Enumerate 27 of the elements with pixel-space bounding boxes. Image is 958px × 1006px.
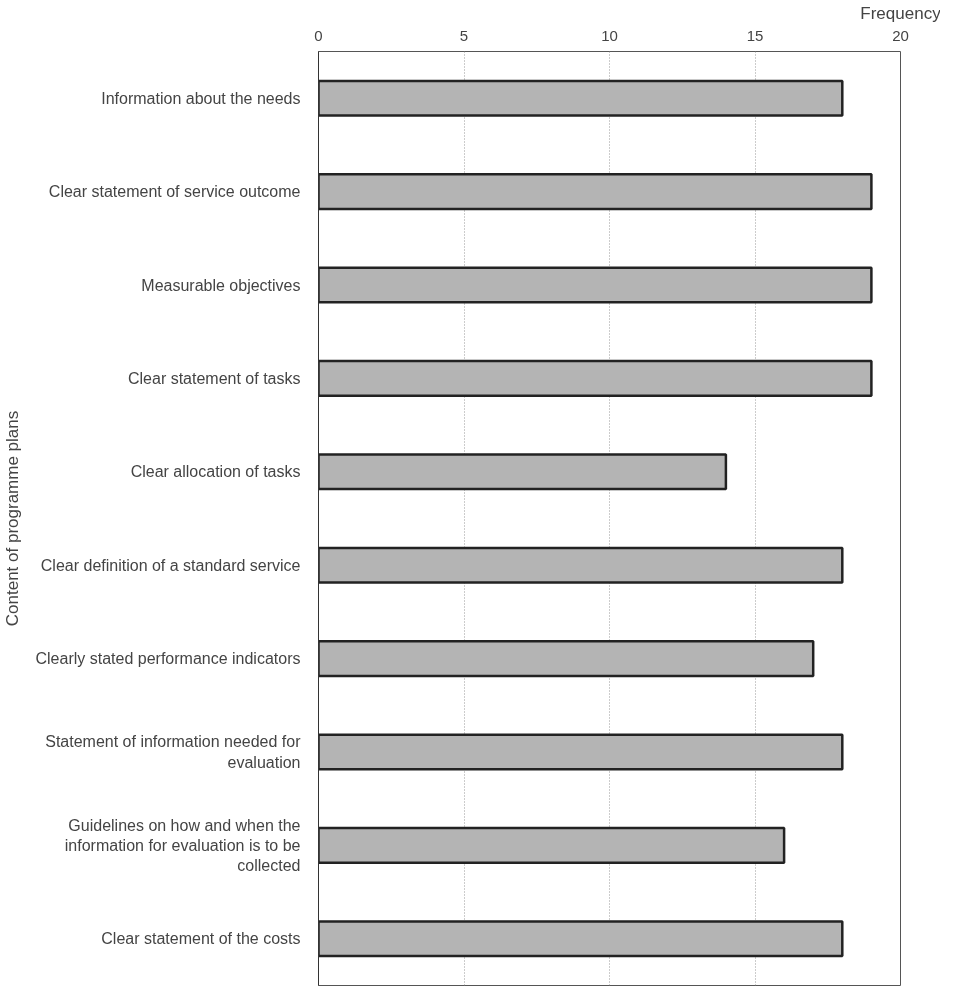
bar bbox=[318, 920, 844, 958]
y-tick-label: Statement of information needed for evaluation bbox=[45, 733, 302, 771]
bar bbox=[318, 826, 786, 864]
y-tick-label: Information about the needs bbox=[101, 89, 301, 107]
y-tick-label: Guidelines on how and when the information for evaluation is to be collected bbox=[64, 816, 301, 875]
bar bbox=[318, 266, 873, 304]
x-tick-label: 0 bbox=[314, 26, 323, 44]
y-tick-label: Clear statement of the costs bbox=[101, 930, 301, 948]
x-tick-label: 5 bbox=[459, 26, 469, 44]
bar bbox=[318, 546, 844, 584]
bar bbox=[318, 733, 844, 771]
x-tick-label: 10 bbox=[601, 26, 618, 44]
y-tick-label: Clearly stated performance indicators bbox=[35, 650, 301, 668]
y-tick-label: Clear definition of a standard service bbox=[40, 556, 301, 574]
bar bbox=[318, 453, 728, 491]
bar bbox=[318, 640, 815, 678]
y-axis-title: Content of programme plans bbox=[3, 410, 23, 627]
y-tick-label: Clear statement of tasks bbox=[127, 369, 301, 387]
x-tick-label: 15 bbox=[746, 26, 764, 44]
y-tick-label: Clear allocation of tasks bbox=[130, 463, 301, 481]
y-tick-label: Measurable objectives bbox=[141, 276, 301, 294]
bar bbox=[318, 359, 873, 397]
x-axis-title: Frequency bbox=[860, 3, 942, 23]
bar bbox=[318, 173, 873, 211]
x-tick-label: 20 bbox=[892, 26, 909, 44]
bar bbox=[318, 79, 844, 117]
y-tick-label: Clear statement of service outcome bbox=[48, 183, 301, 201]
